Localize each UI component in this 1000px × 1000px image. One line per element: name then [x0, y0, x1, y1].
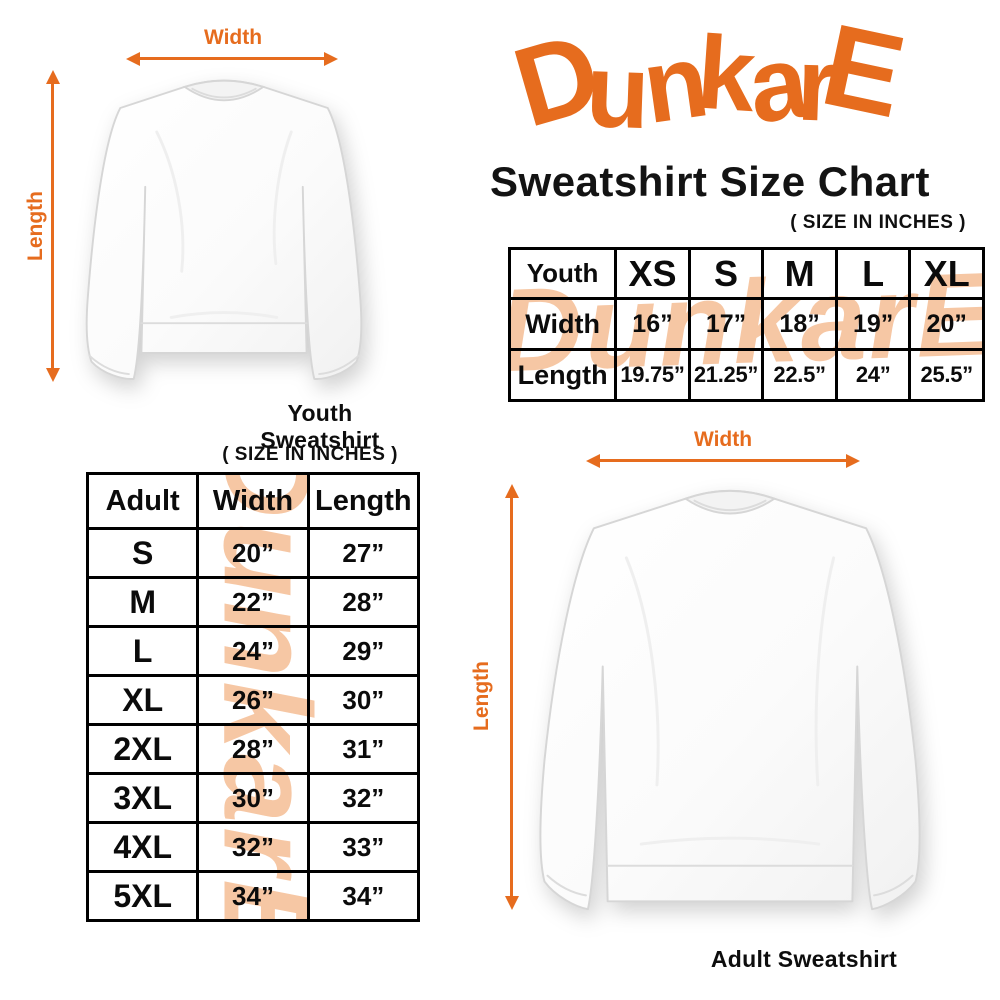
adult-size-cell: 4XL — [86, 821, 200, 873]
adult-size-cell: 3XL — [86, 772, 200, 824]
adult-table-row: 5XL 34” 34” — [86, 870, 420, 922]
youth-length-arrow — [46, 70, 60, 382]
youth-value-cell: 18” — [761, 297, 838, 351]
adult-length-arrow — [505, 484, 519, 910]
adult-width-cell: 24” — [196, 625, 310, 677]
arrowhead-right-icon — [846, 454, 860, 468]
youth-width-label: Width — [203, 26, 263, 49]
adult-table-header-cell: Length — [306, 472, 420, 530]
arrowhead-down-icon — [505, 896, 519, 910]
adult-length-cell: 34” — [306, 870, 420, 922]
youth-value-cell: 19.75” — [614, 348, 691, 402]
arrow-shaft — [51, 80, 54, 372]
youth-table-row: Length 19.75” 21.25” 22.5” 24” 25.5” — [508, 348, 985, 402]
youth-value-cell: 20” — [908, 297, 985, 351]
youth-size-header-cell: M — [761, 247, 838, 300]
adult-table-row: 3XL 30” 32” — [86, 772, 420, 824]
adult-size-cell: 2XL — [86, 723, 200, 775]
youth-table-corner-cell: Youth — [508, 247, 618, 300]
arrowhead-up-icon — [505, 484, 519, 498]
youth-size-note: ( SIZE IN INCHES ) — [790, 212, 966, 233]
adult-caption: Adult Sweatshirt — [710, 946, 898, 972]
arrow-shaft — [596, 459, 850, 462]
adult-width-cell: 32” — [196, 821, 310, 873]
youth-value-cell: 17” — [687, 297, 765, 351]
youth-value-cell: 25.5” — [908, 348, 985, 402]
adult-length-cell: 31” — [306, 723, 420, 775]
adult-length-cell: 29” — [306, 625, 420, 677]
arrowhead-right-icon — [324, 52, 338, 66]
adult-length-label: Length — [470, 661, 493, 731]
adult-table-row: M 22” 28” — [86, 576, 420, 628]
youth-table-header-row: Youth XS S M L XL — [508, 247, 985, 300]
adult-length-cell: 33” — [306, 821, 420, 873]
adult-table-row: S 20” 27” — [86, 527, 420, 579]
youth-size-table: Youth XS S M L XL Width 16” 17” 18” 19” 20” Length 19… — [508, 247, 985, 402]
youth-row-label-cell: Width — [508, 297, 618, 351]
adult-size-table: Adult Width Length S 20” 27” M 22” 28” L 24” 29” XL 2… — [86, 472, 420, 922]
page-title: Sweatshirt Size Chart — [490, 158, 930, 205]
adult-width-cell: 22” — [196, 576, 310, 628]
youth-value-cell: 22.5” — [761, 348, 838, 402]
youth-width-arrow — [126, 52, 338, 66]
adult-width-cell: 30” — [196, 772, 310, 824]
adult-table-row: L 24” 29” — [86, 625, 420, 677]
youth-value-cell: 24” — [834, 348, 912, 402]
adult-width-arrow — [586, 454, 860, 468]
arrow-shaft — [136, 57, 328, 60]
adult-size-note: ( SIZE IN INCHES ) — [222, 444, 398, 465]
adult-size-cell: M — [86, 576, 200, 628]
adult-width-cell: 20” — [196, 527, 310, 579]
arrowhead-left-icon — [126, 52, 140, 66]
youth-size-header-cell: XL — [908, 247, 985, 300]
adult-length-cell: 32” — [306, 772, 420, 824]
adult-length-cell: 27” — [306, 527, 420, 579]
arrowhead-up-icon — [46, 70, 60, 84]
youth-value-cell: 21.25” — [687, 348, 765, 402]
adult-length-cell: 30” — [306, 674, 420, 726]
logo-letter: E — [812, 0, 916, 144]
youth-length-label: Length — [24, 191, 47, 261]
youth-size-table-section: DunkarE Youth XS S M L XL Width 16” 17” 18” 19” 20”… — [508, 247, 985, 402]
adult-table-row: 4XL 32” 33” — [86, 821, 420, 873]
youth-size-header-cell: S — [687, 247, 765, 300]
arrow-shaft — [510, 494, 513, 900]
youth-value-cell: 19” — [834, 297, 912, 351]
adult-size-cell: XL — [86, 674, 200, 726]
adult-table-header-row: Adult Width Length — [86, 472, 420, 530]
arrowhead-down-icon — [46, 368, 60, 382]
adult-size-cell: L — [86, 625, 200, 677]
adult-size-cell: 5XL — [86, 870, 200, 922]
adult-width-label: Width — [693, 428, 753, 451]
youth-caption: Youth Sweatshirt — [260, 400, 380, 453]
adult-width-cell: 34” — [196, 870, 310, 922]
adult-length-cell: 28” — [306, 576, 420, 628]
adult-table-row: 2XL 28” 31” — [86, 723, 420, 775]
adult-width-cell: 28” — [196, 723, 310, 775]
adult-table-header-cell: Adult — [86, 472, 200, 530]
adult-table-row: XL 26” 30” — [86, 674, 420, 726]
youth-table-row: Width 16” 17” 18” 19” 20” — [508, 297, 985, 351]
adult-sweatshirt-image — [539, 489, 921, 911]
adult-width-cell: 26” — [196, 674, 310, 726]
arrowhead-left-icon — [586, 454, 600, 468]
youth-row-label-cell: Length — [508, 348, 618, 402]
youth-value-cell: 16” — [614, 297, 691, 351]
adult-table-header-cell: Width — [196, 472, 310, 530]
youth-sweatshirt-image — [85, 79, 363, 380]
youth-size-header-cell: XS — [614, 247, 691, 300]
adult-size-table-section: DunkarE Adult Width Length S 20” 27” M 22” 28” L 2… — [86, 472, 420, 922]
youth-size-header-cell: L — [834, 247, 912, 300]
adult-size-cell: S — [86, 527, 200, 579]
